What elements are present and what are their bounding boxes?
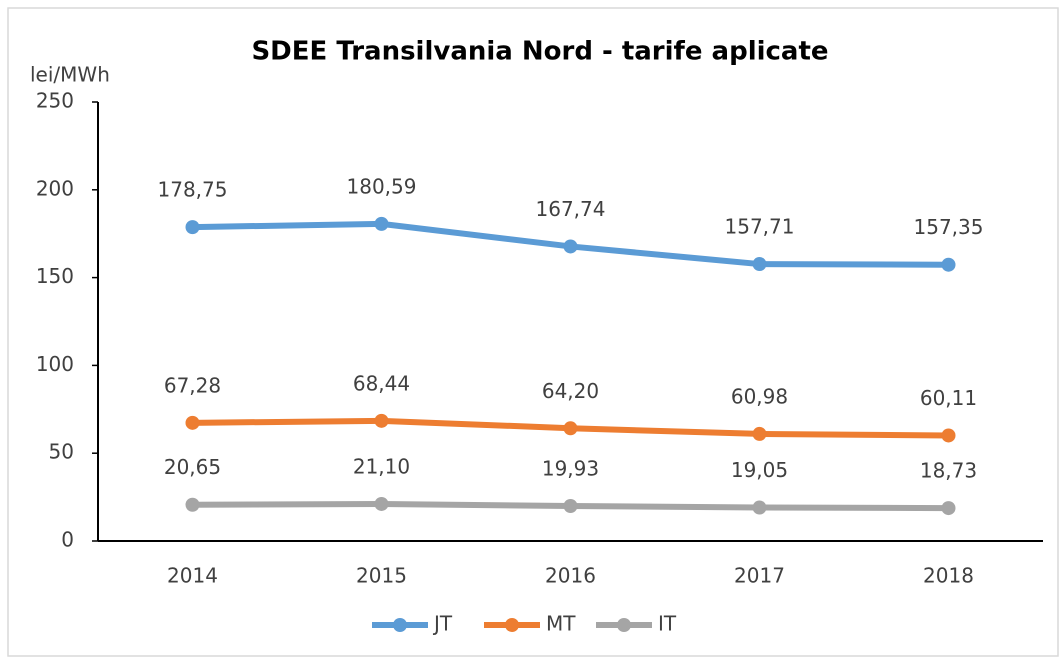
legend-marker — [393, 618, 407, 632]
point — [563, 499, 578, 514]
x-tick-label: 2015 — [356, 564, 407, 588]
point — [563, 421, 578, 436]
point — [752, 257, 767, 272]
data-label: 180,59 — [347, 174, 417, 198]
data-label: 20,65 — [164, 455, 221, 479]
x-tick-label: 2018 — [923, 564, 974, 588]
legend-marker — [505, 618, 519, 632]
x-tick-label: 2017 — [734, 564, 785, 588]
y-tick-label: 50 — [49, 440, 74, 464]
data-label: 18,73 — [920, 459, 977, 483]
data-label: 64,20 — [542, 379, 599, 403]
point — [752, 426, 767, 441]
point — [185, 497, 200, 512]
x-tick-label: 2014 — [167, 564, 218, 588]
data-label: 157,71 — [725, 215, 795, 239]
chart-border — [7, 7, 1059, 657]
point — [563, 239, 578, 254]
point — [374, 413, 389, 428]
y-tick-label: 150 — [36, 264, 74, 288]
point — [185, 220, 200, 235]
point — [941, 257, 956, 272]
x-tick-label: 2016 — [545, 564, 596, 588]
data-label: 178,75 — [158, 178, 228, 202]
y-tick-label: 200 — [36, 176, 74, 200]
data-label: 60,98 — [731, 384, 788, 408]
y-axis-label: lei/MWh — [30, 63, 110, 87]
point — [941, 501, 956, 516]
data-label: 19,05 — [731, 458, 788, 482]
data-label: 157,35 — [914, 215, 984, 239]
data-label: 67,28 — [164, 373, 221, 397]
legend-label: JT — [432, 612, 453, 636]
y-tick-label: 100 — [36, 352, 74, 376]
data-label: 167,74 — [536, 197, 606, 221]
point — [941, 428, 956, 443]
data-label: 21,10 — [353, 454, 410, 478]
data-label: 19,93 — [542, 457, 599, 481]
point — [374, 496, 389, 511]
point — [752, 500, 767, 515]
point — [185, 415, 200, 430]
legend-label: IT — [658, 612, 677, 636]
y-tick-label: 250 — [36, 89, 74, 113]
y-tick-label: 0 — [61, 528, 74, 552]
point — [374, 216, 389, 231]
data-label: 60,11 — [920, 386, 977, 410]
legend-marker — [617, 618, 631, 632]
legend-label: MT — [546, 612, 576, 636]
data-label: 68,44 — [353, 371, 410, 395]
chart-title: SDEE Transilvania Nord - tarife aplicate — [251, 37, 828, 67]
